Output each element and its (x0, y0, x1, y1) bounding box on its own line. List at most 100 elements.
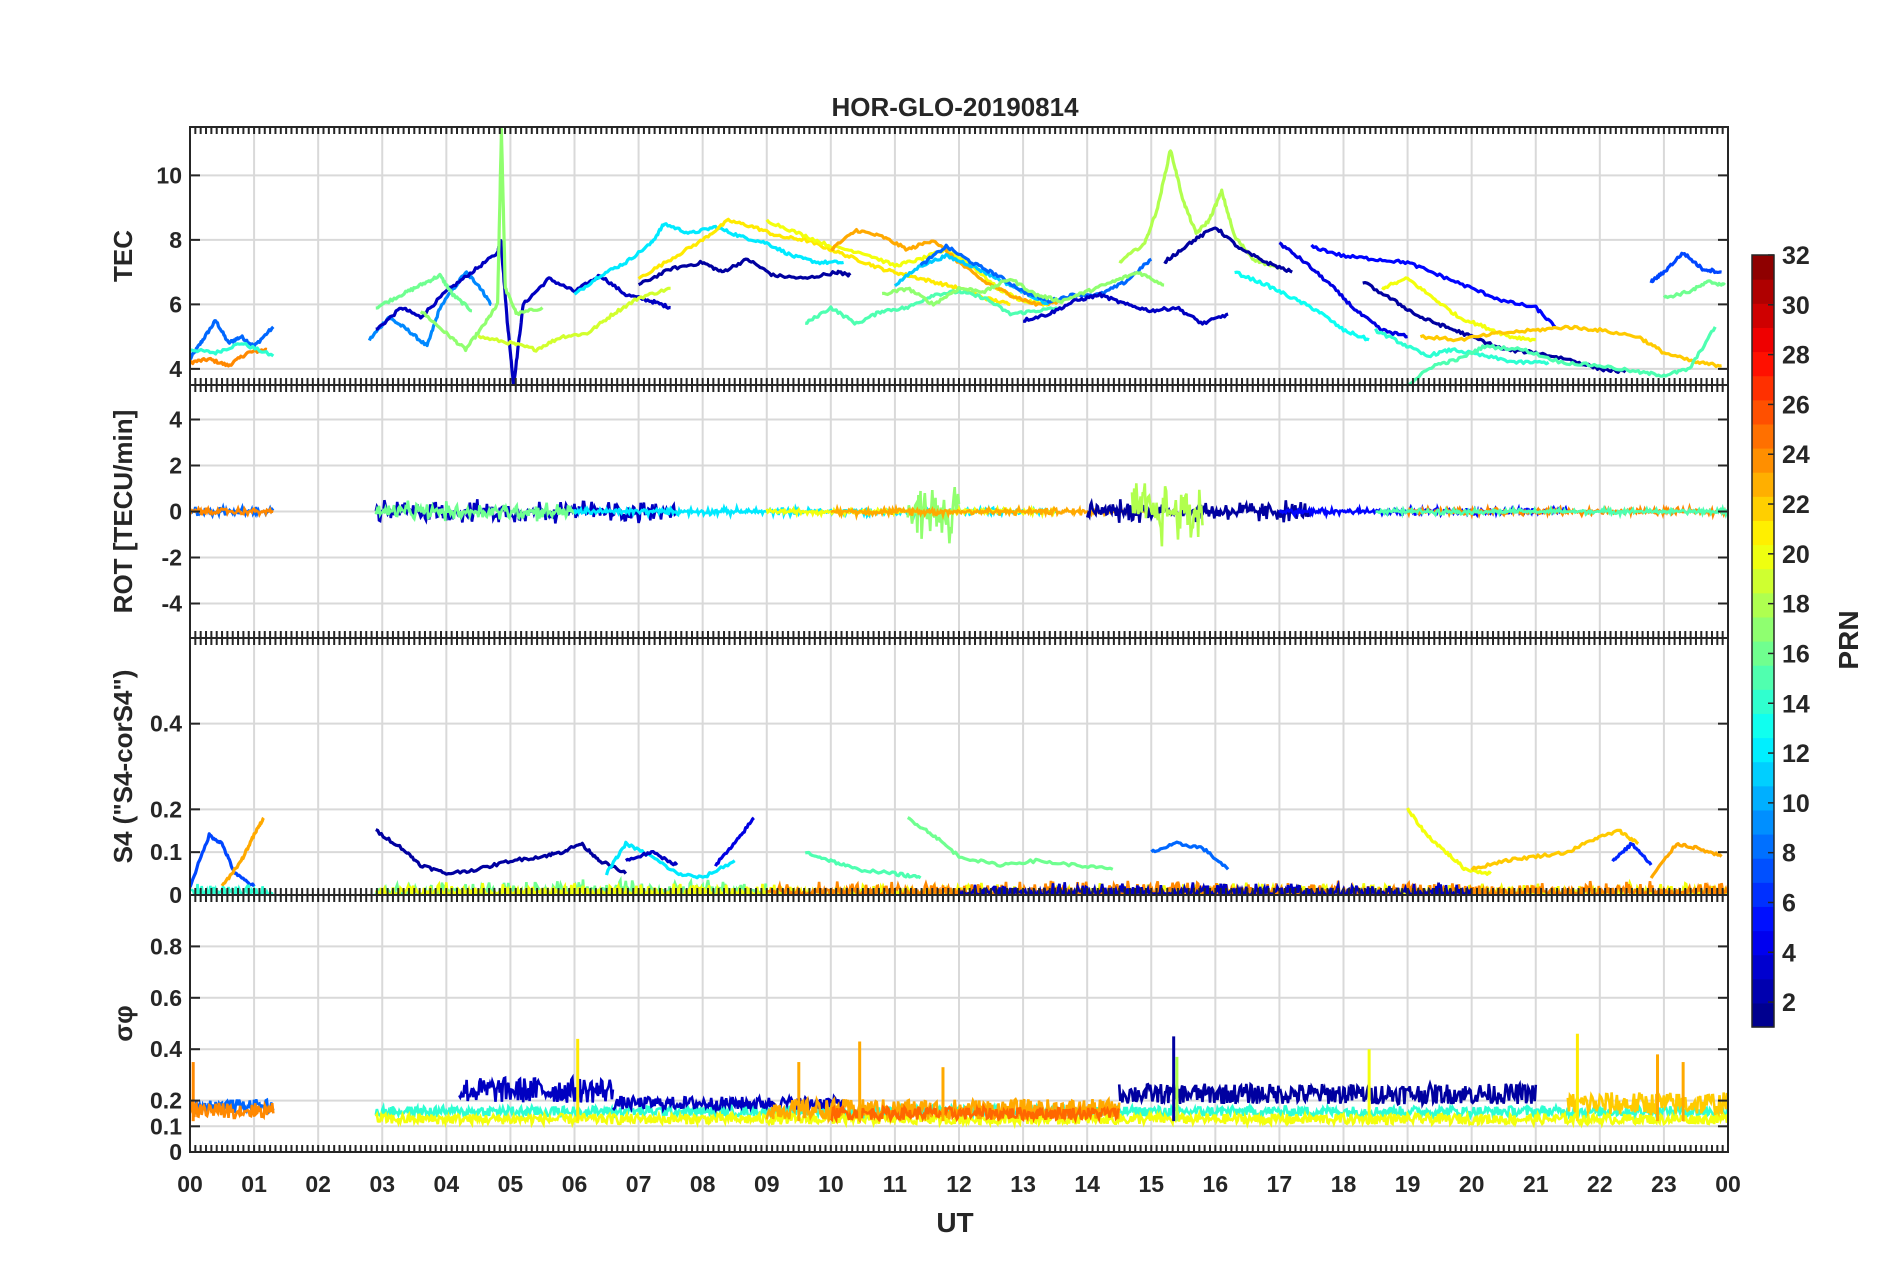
colorbar-segment (1752, 303, 1774, 328)
x-tick-label: 08 (690, 1171, 716, 1197)
series-line-prn-5 (1310, 243, 1557, 329)
colorbar-segment (1752, 520, 1774, 546)
y-tick-label: 0 (169, 1139, 182, 1165)
series-line-prn-15 (805, 289, 1062, 326)
x-tick-label: 05 (498, 1171, 524, 1197)
x-tick-label: 04 (434, 1171, 460, 1197)
series-line-prn-23 (1649, 841, 1723, 879)
colorbar-tick-label: 26 (1782, 391, 1810, 419)
series-line-prn-24 (190, 347, 268, 368)
x-tick-label: 14 (1074, 1171, 1100, 1197)
y-tick-label: 10 (156, 162, 182, 188)
y-axis-label: S4 ("S4-corS4") (108, 670, 138, 864)
series-trace-prn-24 (190, 504, 274, 519)
series-line-prn-15 (804, 850, 922, 880)
colorbar-segment (1752, 834, 1774, 859)
y-tick-label: 0.2 (150, 796, 182, 822)
x-tick-label: 09 (754, 1171, 780, 1197)
series-trace-prn-14 (190, 883, 274, 895)
colorbar-segment (1752, 978, 1774, 1004)
colorbar-segment (1752, 399, 1774, 425)
series-trace-prn-16 (374, 500, 575, 522)
x-tick-label: 06 (562, 1171, 588, 1197)
y-tick-label: 0.6 (150, 985, 182, 1011)
series-line-prn-14 (1374, 327, 1550, 366)
colorbar-tick-label: 2 (1782, 989, 1796, 1017)
x-tick-label: 12 (946, 1171, 972, 1197)
x-tick-label: 10 (818, 1171, 844, 1197)
x-tick-label: 11 (883, 1171, 908, 1197)
colorbar-segment (1752, 665, 1774, 690)
series-line-prn-22 (1470, 828, 1640, 871)
colorbar-segment (1752, 882, 1774, 907)
colorbar-segment (1752, 641, 1774, 666)
series-trace-prn-3 (611, 1093, 845, 1115)
colorbar-tick-label: 10 (1782, 790, 1810, 818)
x-tick-label: 02 (305, 1171, 331, 1197)
y-tick-label: 4 (169, 356, 182, 382)
x-tick-label: 17 (1267, 1171, 1293, 1197)
colorbar-tick-label: 20 (1782, 541, 1810, 569)
colorbar-segment (1752, 375, 1774, 401)
y-axis-label: TEC (108, 230, 138, 282)
series-line-prn-3 (1023, 291, 1229, 326)
series-line-prn-20 (1381, 276, 1537, 343)
x-tick-label: 00 (177, 1171, 203, 1197)
series-line-prn-20 (1406, 807, 1492, 876)
y-tick-label: 0.4 (150, 1036, 182, 1062)
y-tick-label: 6 (169, 291, 182, 317)
panel-s4: 0 0.1 0.2 0.4 S4 ("S4-corS4") (108, 637, 1729, 908)
series-line-prn-2 (637, 257, 852, 287)
series-line-prn-3 (375, 239, 671, 385)
colorbar-segment (1752, 279, 1774, 304)
y-tick-label: 0 (169, 499, 182, 525)
series-trace-prn-24 (190, 1100, 275, 1121)
x-axis: 00 01 02 03 04 05 06 07 08 09 10 11 12 13 14 15 16 17 18 19… (177, 1171, 1741, 1197)
series-line-prn-12 (604, 840, 736, 880)
series-line-prn-17 (881, 270, 1165, 307)
colorbar-tick-label: 12 (1782, 740, 1810, 768)
colorbar-segment (1752, 351, 1774, 377)
series-line-prn-9 (367, 270, 492, 348)
x-tick-label: 22 (1587, 1171, 1613, 1197)
series-line-prn-15 (1406, 326, 1717, 385)
series-line-prn-2 (1163, 226, 1293, 274)
y-tick-label: 0.1 (150, 839, 182, 865)
series-line-prn-7 (190, 832, 256, 888)
colorbar-segment (1752, 592, 1774, 618)
colorbar-tick-label: 30 (1782, 292, 1810, 320)
colorbar-segment (1752, 544, 1774, 570)
series-line-prn-4 (1278, 241, 1408, 339)
colorbar-segment (1752, 423, 1774, 449)
colorbar-tick-label: 24 (1782, 441, 1810, 469)
x-tick-label: 16 (1203, 1171, 1229, 1197)
series-trace-prn-15 (1375, 503, 1728, 520)
chart-title: HOR-GLO-20190814 (831, 92, 1079, 122)
x-tick-label: 01 (241, 1171, 267, 1197)
colorbar-segment (1752, 255, 1774, 280)
series-line-prn-4 (714, 816, 755, 867)
colorbar-segment (1752, 1002, 1774, 1028)
colorbar-segment (1752, 785, 1774, 811)
series-line-prn-13 (1234, 270, 1370, 342)
colorbar-segment (1752, 930, 1774, 956)
panel-rot: -4 -2 0 2 4 ROT [TECU/min] (108, 384, 1729, 639)
y-tick-label: -2 (162, 545, 182, 571)
colorbar-segment (1752, 689, 1774, 714)
colorbar-segment (1752, 568, 1774, 594)
colorbar-tick-label: 6 (1782, 889, 1796, 917)
series-line-prn-19 (477, 286, 671, 353)
colorbar-tick-label: 18 (1782, 591, 1810, 619)
colorbar-tick-label: 32 (1782, 242, 1810, 270)
x-tick-label: 00 (1715, 1171, 1741, 1197)
colorbar-frame (1751, 254, 1775, 1028)
x-tick-label: 21 (1523, 1171, 1549, 1197)
series-line-prn-16 (1662, 279, 1726, 300)
y-tick-label: 0.8 (150, 933, 182, 959)
colorbar-tick-label: 4 (1782, 939, 1796, 967)
x-tick-label: 03 (369, 1171, 395, 1197)
plot-area (190, 1033, 1728, 1130)
colorbar-segment (1752, 496, 1774, 521)
x-tick-label: 20 (1459, 1171, 1485, 1197)
